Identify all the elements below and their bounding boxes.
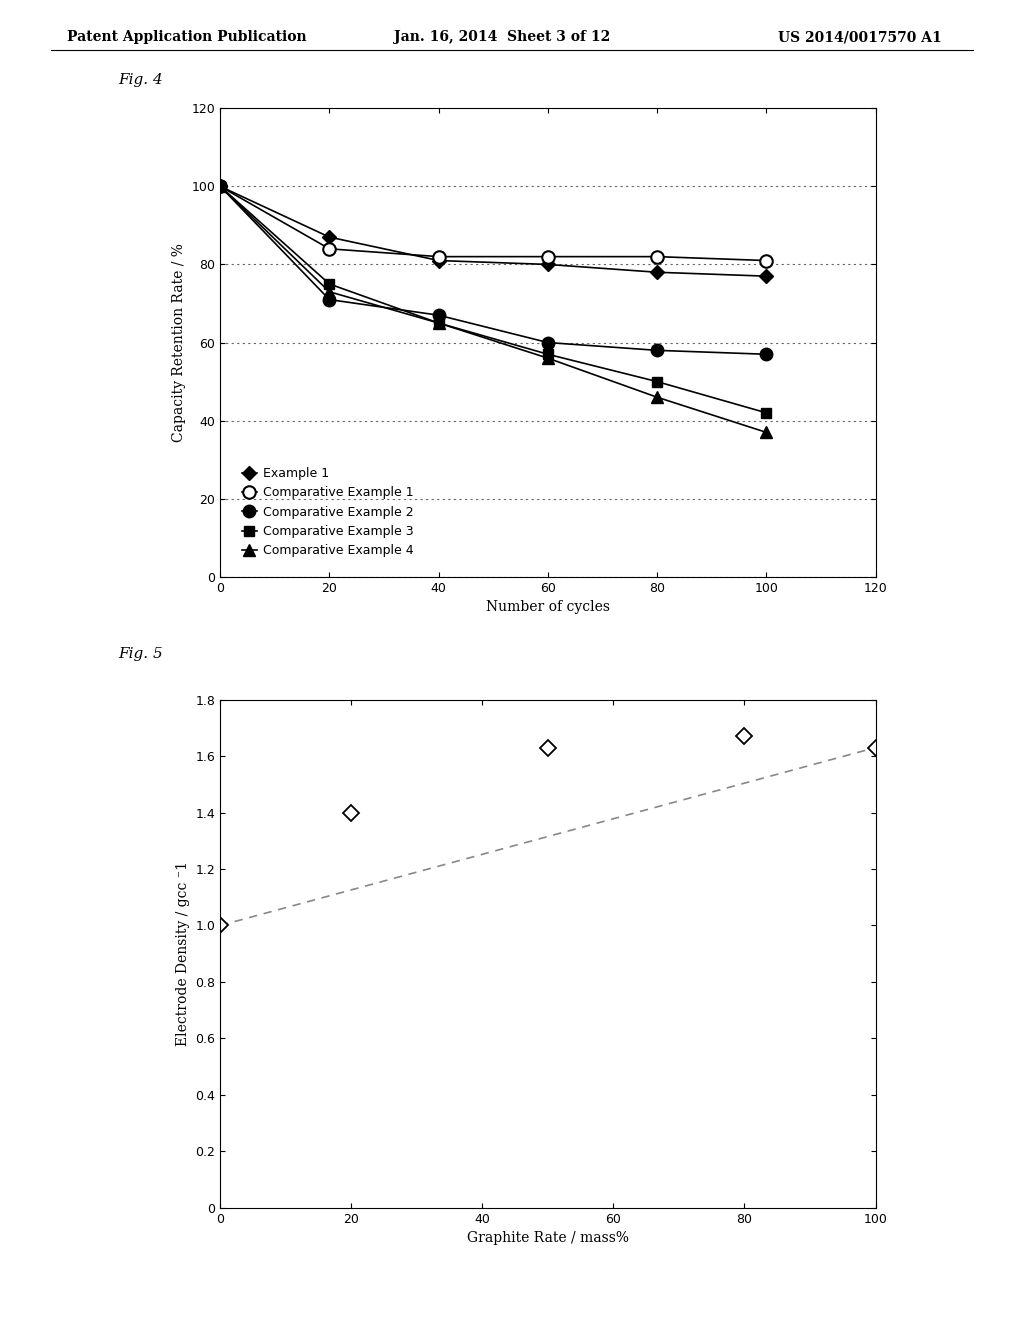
Text: Fig. 4: Fig. 4: [118, 73, 163, 87]
X-axis label: Number of cycles: Number of cycles: [485, 601, 610, 614]
Y-axis label: Electrode Density / gcc ⁻1: Electrode Density / gcc ⁻1: [176, 861, 189, 1047]
Text: Fig. 5: Fig. 5: [118, 647, 163, 661]
Legend: Example 1, Comparative Example 1, Comparative Example 2, Comparative Example 3, : Example 1, Comparative Example 1, Compar…: [237, 462, 419, 562]
Text: US 2014/0017570 A1: US 2014/0017570 A1: [778, 30, 942, 45]
Text: Patent Application Publication: Patent Application Publication: [67, 30, 306, 45]
Text: Jan. 16, 2014  Sheet 3 of 12: Jan. 16, 2014 Sheet 3 of 12: [394, 30, 610, 45]
Y-axis label: Capacity Retention Rate / %: Capacity Retention Rate / %: [172, 243, 186, 442]
X-axis label: Graphite Rate / mass%: Graphite Rate / mass%: [467, 1232, 629, 1245]
